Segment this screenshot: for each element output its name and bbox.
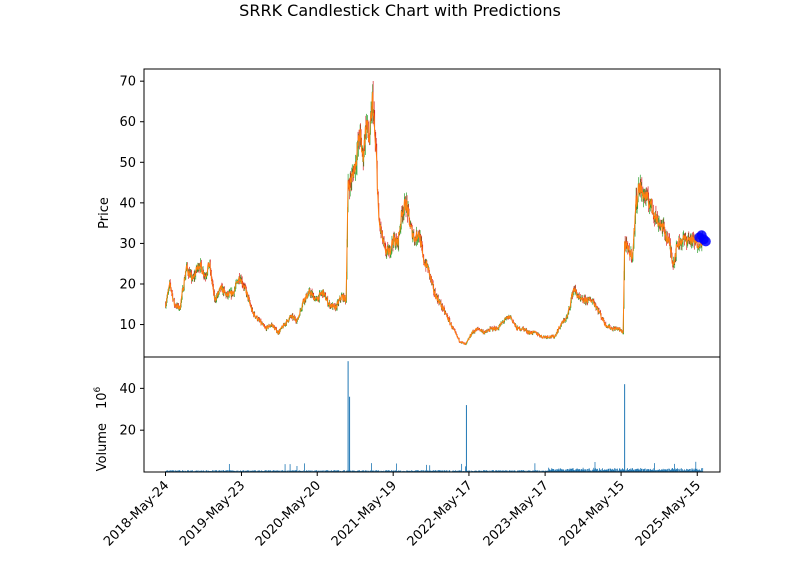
price-tick-label: 50 (119, 156, 136, 171)
date-tick-label: 2020-May-20 (253, 478, 324, 549)
price-candles (165, 80, 703, 346)
prediction-point (700, 236, 711, 247)
date-tick-label: 2025-May-15 (633, 478, 704, 549)
price-tick-label: 40 (119, 196, 136, 211)
price-tick-label: 60 (119, 115, 136, 130)
price-tick-label: 70 (119, 75, 136, 90)
price-axes-frame (143, 68, 721, 358)
date-tick-label: 2024-May-15 (557, 478, 628, 549)
price-tick-label: 10 (119, 318, 136, 333)
volume-multiplier-label: 106 (93, 386, 110, 409)
volume-axis-label: Volume (95, 423, 110, 471)
volume-bars (165, 361, 704, 472)
price-tick-label: 20 (119, 277, 136, 292)
prediction-points (694, 230, 711, 247)
date-tick-label: 2018-May-24 (101, 478, 172, 549)
volume-tick-label: 40 (119, 382, 136, 397)
price-tick-label: 30 (119, 237, 136, 252)
date-tick-label: 2022-May-17 (405, 478, 476, 549)
volume-axes-frame (143, 356, 721, 473)
date-x-ticks: 2018-May-24 2019-May-23 2020-May-20 2021-Ma… (101, 472, 704, 549)
price-panel: 10 20 30 40 50 60 70 Price (97, 68, 721, 358)
chart-title: SRRK Candlestick Chart with Predictions (239, 1, 561, 20)
volume-tick-label: 20 (119, 424, 136, 439)
price-y-ticks: 10 20 30 40 50 60 70 (119, 75, 144, 333)
date-tick-label: 2021-May-19 (329, 478, 400, 549)
date-tick-label: 2019-May-23 (177, 478, 248, 549)
date-tick-label: 2023-May-17 (481, 478, 552, 549)
price-axis-label: Price (97, 197, 112, 229)
close-price-line (165, 91, 703, 345)
